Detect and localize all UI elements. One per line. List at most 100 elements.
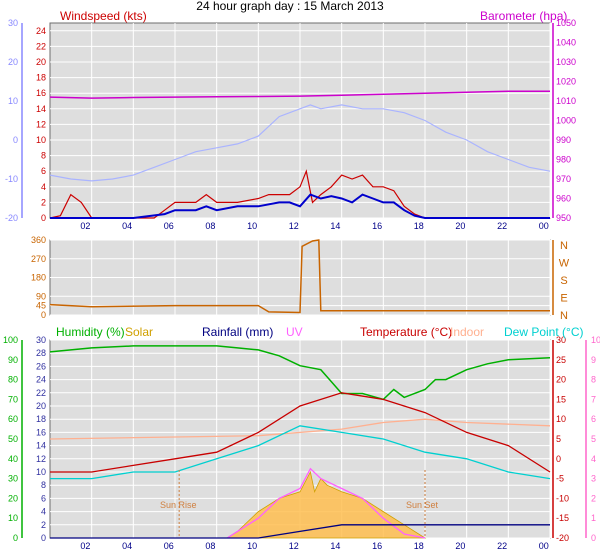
dewpoint-line <box>50 425 551 480</box>
humidity-tick-label: 30 <box>8 474 18 484</box>
hour-tick-label: 02 <box>80 221 90 231</box>
outer-tick-label: -20 <box>5 213 18 223</box>
hour-tick-label: 22 <box>497 221 507 231</box>
solar-tick-label: 20 <box>36 401 46 411</box>
barometer-tick-label: 1020 <box>556 77 576 87</box>
windspeed-tick-label: 20 <box>36 57 46 67</box>
uv-tick-label: 6 <box>591 414 596 424</box>
solar-tick-label: 4 <box>41 507 46 517</box>
temperature-legend: Temperature (°C) <box>360 325 452 339</box>
wind-series-group <box>49 90 551 219</box>
solar-tick-label: 18 <box>36 414 46 424</box>
solar-tick-label: 30 <box>36 335 46 345</box>
solar-tick-label: 8 <box>41 480 46 490</box>
hour-tick-label: 14 <box>330 221 340 231</box>
hour-tick-label: 06 <box>164 221 174 231</box>
dewpoint-legend: Dew Point (°C) <box>504 325 583 339</box>
hour-tick-label: 14 <box>330 541 340 551</box>
hour-tick-label: 00 <box>539 541 549 551</box>
temperature-tick-label: 10 <box>556 414 566 424</box>
uv-tick-label: 5 <box>591 434 596 444</box>
barometer-tick-label: 1050 <box>556 18 576 28</box>
direction-tick-label: 45 <box>36 301 46 311</box>
temperature-tick-label: -20 <box>556 533 569 543</box>
windspeed-tick-label: 6 <box>41 166 46 176</box>
sunrise-annotation: Sun Rise <box>160 500 197 510</box>
uv-tick-label: 4 <box>591 454 596 464</box>
solar-legend: Solar <box>125 325 153 339</box>
barometer-tick-label: 990 <box>556 135 571 145</box>
outer-tick-label: 10 <box>8 96 18 106</box>
uv-tick-label: 3 <box>591 474 596 484</box>
sunset-annotation: Sun Set <box>406 500 439 510</box>
barometer-tick-label: 980 <box>556 155 571 165</box>
solar-tick-label: 6 <box>41 493 46 503</box>
hour-tick-label: 18 <box>414 221 424 231</box>
direction-tick-label: 90 <box>36 291 46 301</box>
avg_wind-line <box>50 193 550 219</box>
hour-tick-label: 04 <box>122 541 132 551</box>
barometer-tick-label: 950 <box>556 213 571 223</box>
rainfall-line <box>50 524 550 539</box>
humidity-tick-label: 50 <box>8 434 18 444</box>
direction-tick-label: 0 <box>41 310 46 320</box>
humidity-legend: Humidity (%) <box>56 325 125 339</box>
hour-tick-label: 18 <box>414 541 424 551</box>
windspeed-tick-label: 24 <box>36 26 46 36</box>
barometer-tick-label: 1030 <box>556 57 576 67</box>
direction-series-group <box>49 239 550 314</box>
hour-tick-label: 04 <box>122 221 132 231</box>
temperature-tick-label: 15 <box>556 394 566 404</box>
humidity-tick-label: 40 <box>8 454 18 464</box>
windspeed-tick-label: 8 <box>41 151 46 161</box>
temperature-line <box>50 392 551 473</box>
solar-tick-label: 24 <box>36 375 46 385</box>
hour-tick-label: 12 <box>289 221 299 231</box>
hour-tick-label: 02 <box>80 541 90 551</box>
temperature-tick-label: -10 <box>556 493 569 503</box>
temperature-tick-label: 5 <box>556 434 561 444</box>
barometer-line <box>49 90 550 99</box>
barometer-tick-label: 970 <box>556 174 571 184</box>
hour-tick-label: 10 <box>247 221 257 231</box>
solar-tick-label: 10 <box>36 467 46 477</box>
temperature-tick-label: 0 <box>556 454 561 464</box>
solar-tick-label: 12 <box>36 454 46 464</box>
humidity-tick-label: 20 <box>8 493 18 503</box>
windspeed-tick-label: 22 <box>36 41 46 51</box>
barometer-tick-label: 1010 <box>556 96 576 106</box>
solar-tick-label: 28 <box>36 348 46 358</box>
barometer-tick-label: 1040 <box>556 38 576 48</box>
humidity-tick-label: 90 <box>8 355 18 365</box>
outer-tick-label: 20 <box>8 57 18 67</box>
humidity-line <box>49 345 551 401</box>
winddir-line <box>49 239 550 314</box>
uv-tick-label: 0 <box>591 533 596 543</box>
humidity-tick-label: 70 <box>8 394 18 404</box>
hour-tick-label: 22 <box>497 541 507 551</box>
humidity-tick-label: 60 <box>8 414 18 424</box>
humidity-tick-label: 80 <box>8 375 18 385</box>
compass-label: S <box>560 275 567 287</box>
barometer-tick-label: 960 <box>556 194 571 204</box>
humidity-tick-label: 100 <box>3 335 18 345</box>
hour-tick-label: 16 <box>372 541 382 551</box>
humidity-tick-label: 10 <box>8 513 18 523</box>
windspeed-tick-label: 12 <box>36 119 46 129</box>
temperature-tick-label: -15 <box>556 513 569 523</box>
hour-tick-label: 08 <box>205 221 215 231</box>
direction-tick-label: 360 <box>31 235 46 245</box>
solar-tick-label: 16 <box>36 427 46 437</box>
solar-tick-label: 14 <box>36 441 46 451</box>
indoor-line <box>49 418 551 440</box>
solar-tick-label: 2 <box>41 520 46 530</box>
windspeed-tick-label: 10 <box>36 135 46 145</box>
indoor-legend: Indoor <box>450 325 484 339</box>
windspeed-tick-label: 16 <box>36 88 46 98</box>
compass-label: W <box>559 258 570 270</box>
uv-tick-label: 9 <box>591 355 596 365</box>
temperature-tick-label: -5 <box>556 474 564 484</box>
temperature-tick-label: 30 <box>556 335 566 345</box>
